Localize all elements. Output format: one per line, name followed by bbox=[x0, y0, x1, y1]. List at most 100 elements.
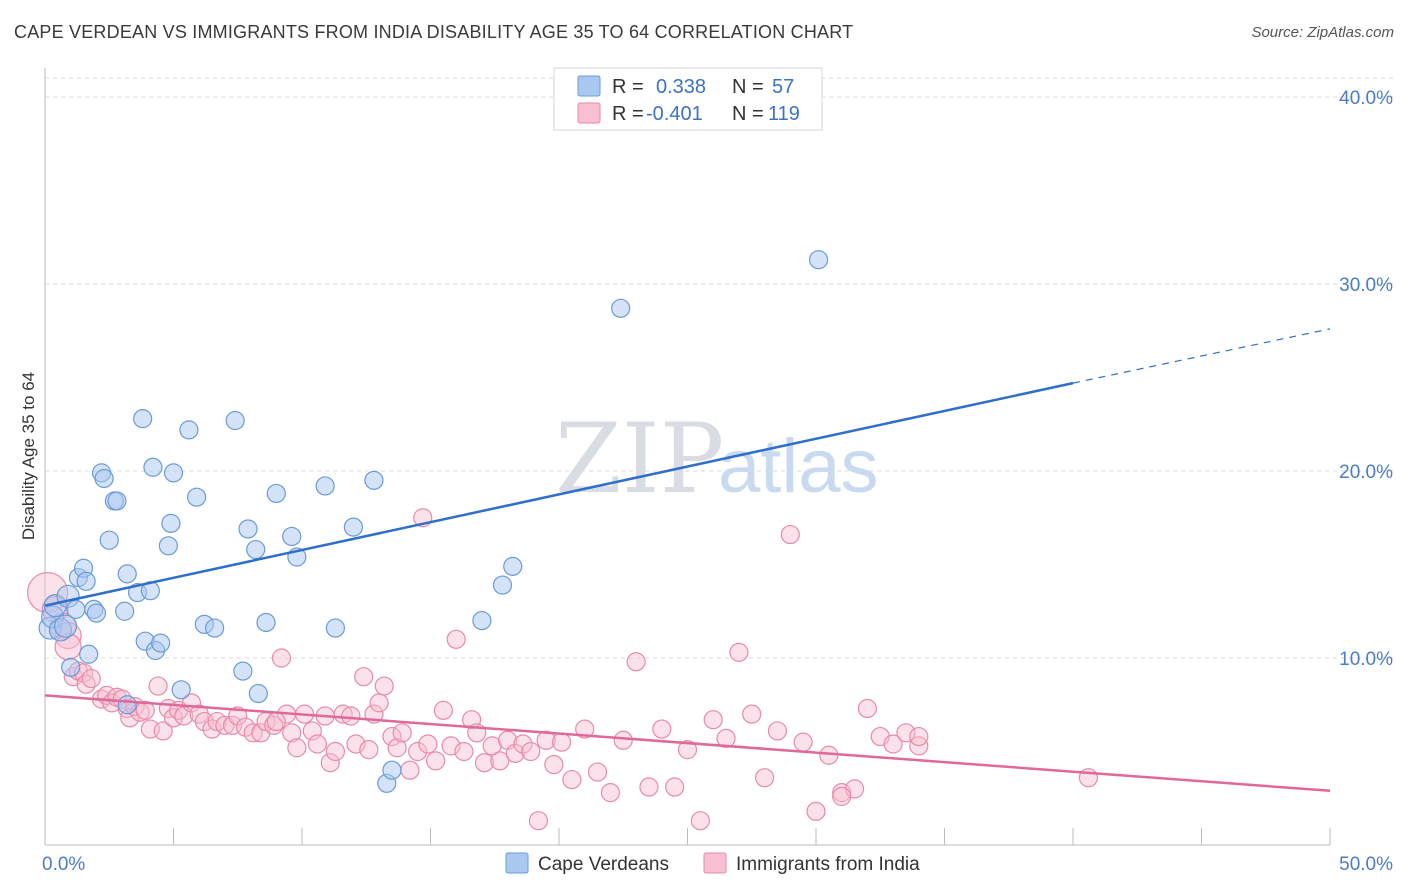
watermark: ZIP atlas bbox=[555, 403, 879, 515]
point-india bbox=[454, 741, 474, 762]
point-india bbox=[703, 710, 723, 730]
point-india bbox=[767, 721, 788, 741]
y-tick-label: 40.0% bbox=[1339, 88, 1393, 109]
point-cape-verdean bbox=[256, 612, 276, 633]
point-india bbox=[287, 738, 307, 758]
trendline-cape-verdeans-extension bbox=[1072, 328, 1331, 384]
point-india bbox=[562, 769, 582, 790]
y-tick-label: 20.0% bbox=[1339, 462, 1393, 483]
point-cape-verdean bbox=[187, 487, 207, 507]
point-cape-verdean bbox=[343, 517, 363, 537]
legend-n-value-2: 119 bbox=[768, 103, 800, 125]
point-india bbox=[793, 732, 813, 752]
point-india bbox=[754, 768, 775, 788]
legend-r-value-1: 0.338 bbox=[656, 76, 706, 98]
watermark-zip: ZIP bbox=[555, 403, 724, 515]
top-legend: R = 0.338 N = 57 R = -0.401 N = 119 bbox=[553, 67, 823, 131]
point-cape-verdean bbox=[53, 614, 78, 638]
trendline-cape-verdeans bbox=[44, 381, 1074, 607]
point-india bbox=[665, 777, 685, 797]
point-cape-verdean bbox=[233, 661, 253, 681]
legend-n-value-1: 57 bbox=[772, 76, 794, 98]
bottom-legend-swatch-pink bbox=[703, 852, 727, 874]
point-cape-verdean bbox=[151, 633, 171, 653]
point-india bbox=[677, 740, 698, 760]
point-india bbox=[909, 726, 929, 747]
point-cape-verdean bbox=[246, 539, 266, 560]
point-india bbox=[359, 740, 379, 760]
bottom-legend-label-pink: Immigrants from India bbox=[736, 854, 920, 875]
point-india bbox=[544, 754, 564, 775]
point-cape-verdean bbox=[238, 519, 258, 539]
point-india bbox=[551, 732, 572, 752]
point-cape-verdean bbox=[266, 483, 286, 504]
point-india bbox=[400, 760, 420, 780]
x-tick-label-min: 0.0% bbox=[42, 854, 85, 875]
point-india bbox=[832, 786, 852, 806]
point-cape-verdean bbox=[115, 601, 135, 621]
point-cape-verdean bbox=[808, 250, 829, 270]
point-india bbox=[528, 811, 549, 831]
bottom-legend-label-blue: Cape Verdeans bbox=[538, 854, 669, 875]
point-cape-verdean bbox=[99, 530, 119, 550]
chart-source: Source: ZipAtlas.com bbox=[1251, 24, 1394, 41]
point-india bbox=[282, 723, 302, 743]
point-india bbox=[716, 728, 736, 749]
grid-layer: 10.0% 20.0% 30.0% 40.0% bbox=[45, 77, 1395, 670]
point-india bbox=[325, 741, 346, 762]
legend-r-label-2: R = bbox=[612, 103, 644, 125]
point-cape-verdean bbox=[315, 476, 335, 496]
trend-layer bbox=[44, 328, 1331, 793]
point-india bbox=[613, 730, 633, 750]
point-india bbox=[135, 700, 155, 720]
point-cape-verdean bbox=[79, 644, 99, 664]
chart-title: CAPE VERDEAN VS IMMIGRANTS FROM INDIA DI… bbox=[14, 22, 854, 42]
point-india bbox=[575, 719, 595, 739]
point-india bbox=[418, 734, 438, 754]
point-cape-verdean bbox=[133, 409, 153, 429]
point-india bbox=[81, 668, 101, 689]
point-cape-verdean bbox=[143, 457, 163, 477]
legend-swatch-blue bbox=[577, 75, 601, 97]
point-india bbox=[883, 734, 903, 754]
point-india bbox=[474, 753, 495, 773]
point-cape-verdean bbox=[492, 575, 513, 595]
point-india bbox=[374, 676, 394, 696]
point-cape-verdean bbox=[117, 564, 137, 584]
point-india bbox=[433, 700, 453, 720]
point-cape-verdean bbox=[94, 468, 114, 489]
watermark-atlas: atlas bbox=[718, 424, 879, 509]
point-india bbox=[587, 762, 608, 782]
trendline-india bbox=[44, 694, 1331, 793]
legend-n-label-1: N = bbox=[732, 76, 764, 98]
point-cape-verdean bbox=[205, 618, 225, 638]
point-india bbox=[639, 777, 659, 797]
legend-n-label-2: N = bbox=[732, 103, 764, 125]
bottom-legend: Cape Verdeans Immigrants from India bbox=[505, 852, 920, 875]
point-cape-verdean bbox=[282, 526, 302, 547]
y-tick-label: 30.0% bbox=[1339, 275, 1393, 296]
point-cape-verdean bbox=[248, 683, 268, 704]
point-cape-verdean bbox=[117, 695, 137, 715]
point-india bbox=[382, 726, 402, 747]
legend-r-value-2: -0.401 bbox=[646, 103, 703, 125]
point-cape-verdean bbox=[76, 571, 96, 591]
y-axis-label: Disability Age 35 to 64 bbox=[19, 372, 38, 540]
point-cape-verdean bbox=[611, 298, 631, 318]
point-india bbox=[536, 730, 556, 750]
point-india bbox=[513, 734, 533, 754]
point-cape-verdean bbox=[107, 491, 127, 511]
point-india bbox=[228, 706, 248, 726]
axes-layer: 0.0% 50.0% bbox=[42, 68, 1393, 875]
point-india bbox=[266, 711, 286, 732]
point-india bbox=[153, 721, 173, 741]
point-india bbox=[408, 741, 428, 762]
point-cape-verdean bbox=[61, 657, 81, 677]
point-cape-verdean bbox=[66, 599, 86, 619]
point-india bbox=[243, 723, 263, 743]
point-cape-verdean bbox=[86, 603, 107, 623]
point-india bbox=[354, 667, 374, 687]
x-tick-label-max: 50.0% bbox=[1339, 854, 1393, 875]
point-india bbox=[320, 753, 340, 773]
